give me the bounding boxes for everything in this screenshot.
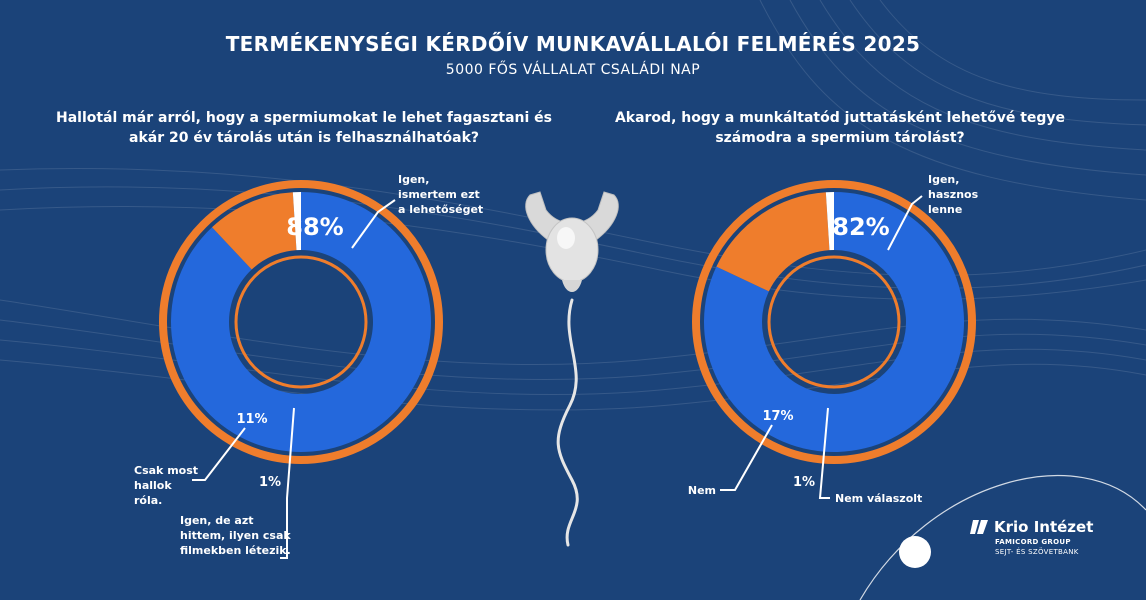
leader-line-csak <box>192 427 246 481</box>
outer-ring <box>692 180 976 464</box>
krio-logo-icon <box>970 520 988 534</box>
slice-value-blue: 82% <box>832 213 889 241</box>
leader-line-igen <box>351 199 396 249</box>
leader-line-igen <box>887 195 923 251</box>
slice-label-white: Igen, de azt hittem, ilyen csak filmekben … <box>180 514 291 557</box>
inner-ring <box>767 255 901 389</box>
page-subtitle: 5000 FŐS VÁLLALAT CSALÁDI NAP <box>445 62 701 78</box>
donut-chart-1: 88% 11% 1% Igen, ismertem ezt a lehetősége… <box>134 173 483 559</box>
slice-value-white: 1% <box>793 475 815 490</box>
muscular-sperm-icon <box>525 191 619 547</box>
donut-slice-2 <box>825 192 834 251</box>
slice-label-orange: Csak most hallok róla. <box>134 464 198 507</box>
slice-value-white: 1% <box>259 475 281 490</box>
logo-group: FAMICORD GROUP <box>995 538 1071 546</box>
decorative-dot <box>899 536 931 568</box>
donut-slice-2 <box>292 192 301 251</box>
logo-tagline: SEJT- ÉS SZÖVETBANK <box>995 548 1079 556</box>
outer-ring <box>159 180 443 464</box>
inner-ring <box>234 255 368 389</box>
page-title: TERMÉKENYSÉGI KÉRDŐÍV MUNKAVÁLLALÓI FELM… <box>225 32 921 56</box>
question-1: Hallotál már arról, hogy a spermiumokat … <box>55 110 553 146</box>
donut-slice-0 <box>171 192 431 452</box>
logo-name: Krio Intézet <box>994 518 1094 536</box>
slice-label-orange: Nem <box>688 484 716 497</box>
question-2: Akarod, hogy a munkáltatód juttatásként … <box>614 110 1066 146</box>
leader-line-nem <box>720 424 773 491</box>
slice-label-blue: Igen, ismertem ezt a lehetőséget <box>398 173 483 216</box>
donut-slice-1 <box>212 192 297 270</box>
donut-slice-0 <box>704 192 965 452</box>
slice-value-blue: 88% <box>286 213 343 241</box>
donut-slice-1 <box>716 192 830 292</box>
slice-label-blue: Igen, hasznos lenne <box>928 173 979 216</box>
leader-line-igen-de <box>280 407 295 559</box>
slice-value-orange: 11% <box>236 412 267 427</box>
slice-value-orange: 17% <box>762 409 793 424</box>
leader-line-nem-valaszolt <box>818 407 830 499</box>
donut-chart-2: 82% 17% 1% Igen, hasznos lenne Nem Nem válas… <box>688 173 979 505</box>
slice-label-white: Nem válaszolt <box>835 492 922 505</box>
